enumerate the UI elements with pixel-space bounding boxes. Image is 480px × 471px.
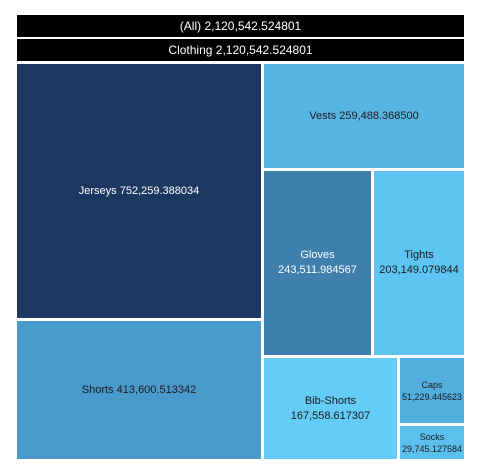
- treemap-tile-value: 259,488.368500: [339, 109, 419, 122]
- root-header-label: (All): [179, 19, 202, 33]
- treemap-tile-value: 51,229.445623: [401, 391, 463, 402]
- category-header-label: Clothing: [168, 43, 213, 57]
- treemap-tile-caps[interactable]: Caps 51,229.445623: [400, 358, 464, 423]
- treemap-tile-label: Bib-Shorts: [304, 394, 357, 407]
- treemap-tile-label: Shorts: [81, 383, 114, 396]
- treemap-tile-label: Tights: [404, 249, 434, 261]
- treemap-tile-gloves[interactable]: Gloves 243,511.984567: [264, 171, 371, 355]
- treemap-tile-bib-shorts[interactable]: Bib-Shorts 167,558.617307: [264, 358, 397, 459]
- category-header[interactable]: Clothing 2,120,542.524801: [17, 39, 464, 61]
- root-header[interactable]: (All) 2,120,542.524801: [17, 15, 464, 37]
- treemap-tile-value: 752,259.388034: [119, 184, 200, 197]
- treemap-tile-value: 243,511.984567: [278, 264, 357, 276]
- treemap-tile-label: Gloves: [300, 249, 335, 261]
- treemap-tile-label: Caps: [421, 379, 443, 390]
- treemap-tile-label: Vests: [309, 109, 337, 122]
- treemap-tile-value: 29,745.127584: [401, 443, 463, 454]
- treemap-tile-shorts[interactable]: Shorts 413,600.513342: [17, 321, 261, 459]
- treemap-tile-tights[interactable]: Tights 203,149.079844: [374, 171, 464, 355]
- category-header-value: 2,120,542.524801: [215, 43, 313, 57]
- treemap-tile-value: 203,149.079844: [379, 264, 459, 276]
- treemap-tile-socks[interactable]: Socks 29,745.127584: [400, 426, 464, 459]
- treemap-tile-label: Socks: [419, 431, 445, 442]
- root-header-value: 2,120,542.524801: [204, 19, 302, 33]
- treemap-tile-jerseys[interactable]: Jerseys 752,259.388034: [17, 64, 261, 318]
- treemap-tile-label: Jerseys: [78, 184, 117, 197]
- treemap-tile-value: 413,600.513342: [116, 383, 197, 396]
- treemap-tile-value: 167,558.617307: [290, 409, 371, 422]
- treemap-tile-vests[interactable]: Vests 259,488.368500: [264, 64, 464, 168]
